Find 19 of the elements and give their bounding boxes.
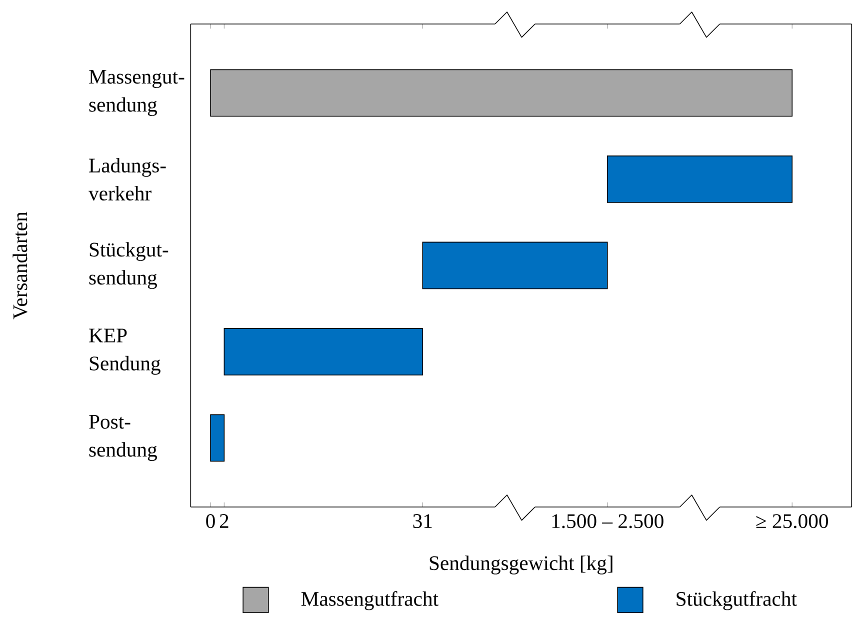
bar	[210, 414, 225, 462]
x-tick-label: ≥ 25.000	[756, 514, 828, 528]
legend-label: Massengutfracht	[301, 591, 438, 610]
legend-label: Stückgutfracht	[676, 591, 797, 610]
x-tick-label: 31	[413, 514, 432, 528]
y-tick-label: Stückgut-sendung	[89, 242, 168, 289]
bar	[606, 156, 793, 203]
bar	[210, 69, 793, 117]
x-tick-label: 2	[220, 514, 228, 528]
y-tick-label: Ladungs-verkehr	[88, 158, 166, 201]
x-tick-label: 0	[206, 514, 215, 528]
x-tick-label: 1.500 – 2.500	[552, 514, 664, 528]
y-tick-label: Post-sendung	[89, 414, 157, 461]
x-axis-title: Sendungsgewicht [kg]	[430, 556, 612, 574]
y-tick-label: Massengut-sendung	[89, 70, 184, 116]
y-axis-title: Versandarten	[12, 212, 28, 320]
bar	[224, 328, 424, 376]
bar	[422, 242, 608, 290]
y-tick-label: KEP Sendung	[89, 328, 160, 375]
